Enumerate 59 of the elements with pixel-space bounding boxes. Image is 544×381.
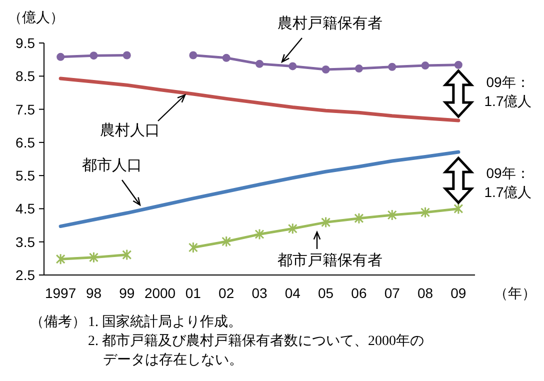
point — [56, 52, 65, 61]
y-axis-title: （億人） — [8, 9, 64, 25]
x-tick-label: 02 — [218, 285, 234, 301]
text: 2. 都市戸籍及び農村戸籍保有者数について、2000年の — [88, 333, 424, 349]
x-tick-label: 01 — [185, 285, 202, 301]
text: 09年： 1.7億人 — [484, 165, 532, 200]
x-tick-label: 06 — [351, 285, 367, 301]
point — [322, 66, 330, 74]
text: 1. 国家統計局より作成。 — [88, 314, 242, 330]
point — [354, 64, 363, 73]
point — [90, 52, 98, 60]
y-tick-label: 3.5 — [16, 234, 36, 250]
x-tick-label: 99 — [119, 285, 135, 301]
x-tick-label: 03 — [252, 285, 268, 301]
point — [454, 60, 462, 69]
y-tick-label: 7.5 — [16, 101, 36, 118]
y-tick-label: 8.5 — [16, 68, 36, 84]
point — [254, 228, 264, 240]
point — [421, 62, 430, 70]
y-tick-label: 6.5 — [16, 134, 36, 150]
series-label: 都市戸籍保有者 — [278, 252, 382, 269]
point — [321, 216, 331, 228]
y-tick-label: 5.5 — [16, 168, 36, 184]
text: 農村人口 — [100, 122, 160, 139]
point — [256, 60, 264, 68]
point — [122, 249, 132, 261]
point — [88, 252, 98, 264]
x-tick-label: 05 — [318, 285, 334, 301]
x-tick-label: 08 — [417, 285, 434, 301]
x-tick-label: 1997 — [45, 285, 76, 301]
x-tick-label: 2000 — [144, 285, 176, 301]
point — [420, 206, 430, 218]
point — [189, 51, 198, 60]
text: 農村戸籍保有者 — [278, 15, 382, 32]
text: 09年： 1.7億人 — [484, 74, 532, 109]
line-series — [58, 150, 460, 228]
point — [387, 209, 397, 221]
y-tick-label: 2.5 — [16, 267, 36, 283]
line-series — [58, 76, 460, 122]
point — [388, 62, 396, 71]
point — [56, 253, 66, 265]
y-tick-label: 4.5 — [16, 200, 36, 217]
text: 都市人口 — [82, 157, 142, 174]
point — [188, 242, 198, 254]
point — [288, 62, 297, 70]
point — [222, 54, 230, 62]
x-tick-label: 98 — [86, 285, 102, 301]
x-axis-title: （年） — [494, 285, 536, 301]
x-tick-label: 07 — [384, 285, 400, 301]
point — [122, 51, 131, 60]
text: データは存在しない。 — [103, 352, 243, 368]
point — [354, 212, 364, 224]
point — [222, 236, 232, 248]
x-tick-label: 04 — [284, 285, 301, 301]
x-tick-label: 09 — [450, 285, 466, 301]
point — [288, 222, 298, 234]
text: （備考） — [30, 314, 86, 330]
point — [454, 202, 464, 214]
y-tick-label: 9.5 — [16, 35, 36, 51]
